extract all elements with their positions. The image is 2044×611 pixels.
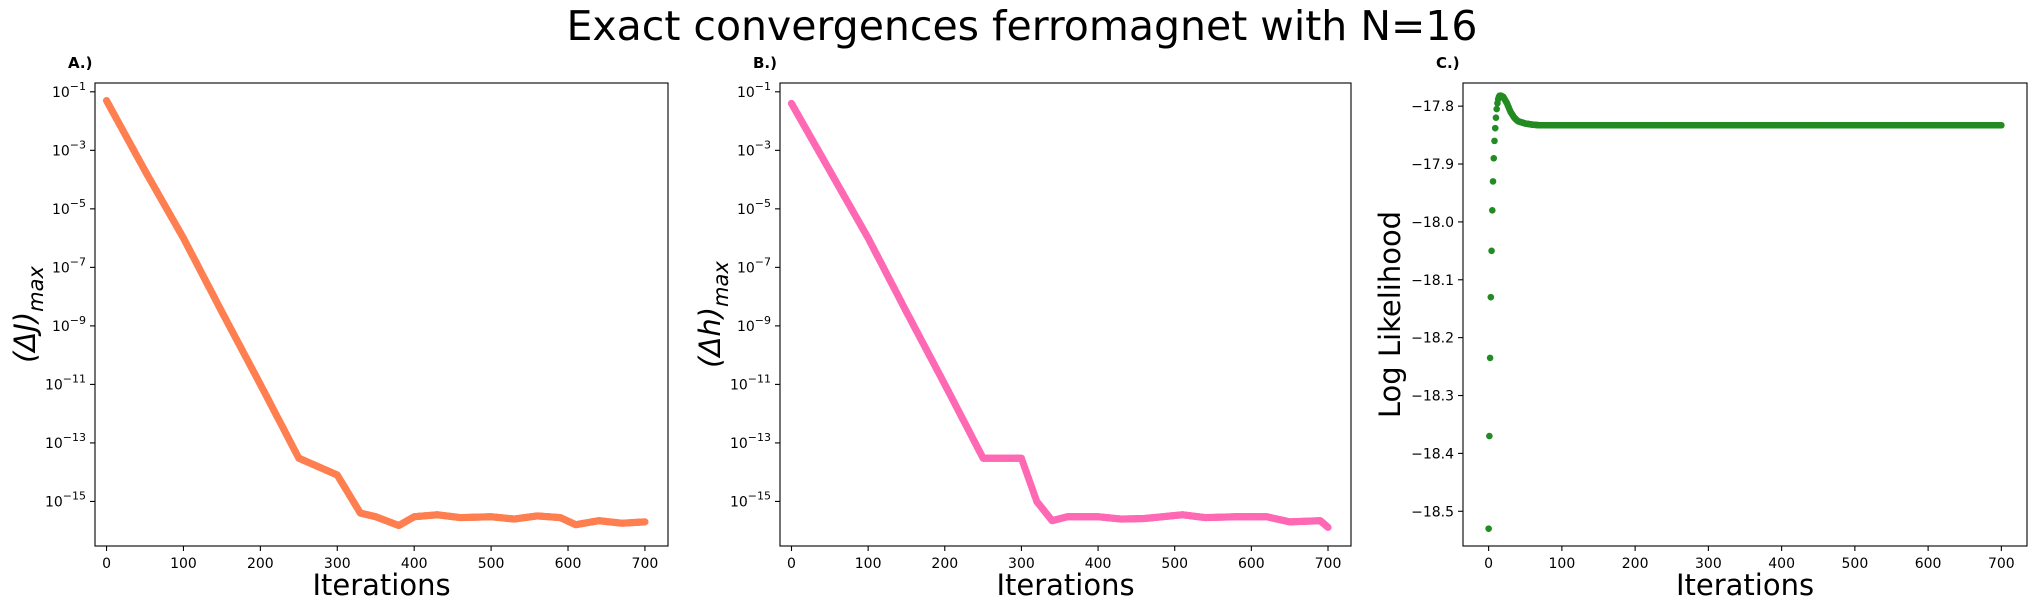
data-point [1490, 154, 1498, 162]
x-tick-label: 700 [632, 556, 659, 572]
data-series [102, 97, 649, 530]
y-tick-label: 10−7 [52, 255, 86, 276]
axes-frame [779, 82, 1352, 547]
y-tick-label: −18.3 [1411, 389, 1454, 405]
x-tick-label: 500 [1161, 556, 1188, 572]
x-tick-label: 200 [247, 556, 274, 572]
axes-frame [94, 82, 669, 547]
panel-b: B.) 0 100 200 300 400 500 600 700 10−1 10−3 10−5 10−… [693, 54, 1352, 602]
panel-label: B.) [753, 54, 777, 72]
x-tick-label: 400 [1768, 556, 1795, 572]
y-axis-label: (ΔJ)max [8, 266, 48, 363]
y-tick-label: −18.5 [1411, 504, 1454, 520]
data-point [1493, 105, 1500, 113]
y-tick-label: −17.9 [1411, 157, 1454, 173]
y-axis-label: Log Likelihood [1373, 211, 1407, 418]
x-tick-label: 600 [1915, 556, 1942, 572]
x-tick-label: 600 [1238, 556, 1265, 572]
y-tick-label: 10−7 [737, 255, 771, 276]
y-tick-label: 10−5 [737, 197, 771, 218]
x-tick-label: 100 [855, 556, 882, 572]
data-point [1998, 121, 2005, 129]
panel-label: C.) [1436, 54, 1460, 72]
x-tick-label: 400 [401, 556, 428, 572]
x-tick-label: 200 [931, 556, 958, 572]
y-tick-label: 10−15 [730, 489, 771, 510]
axes-frame [1462, 82, 2028, 547]
y-tick-label: 10−9 [737, 314, 771, 335]
x-tick-label: 500 [1842, 556, 1869, 572]
x-tick-label: 0 [102, 556, 111, 572]
x-tick-label: 700 [1315, 556, 1342, 572]
x-tick-label: 100 [1549, 556, 1576, 572]
y-tick-label: 10−3 [737, 138, 771, 159]
x-tick-label: 600 [555, 556, 582, 572]
data-point [1486, 354, 1494, 362]
x-tick-label: 300 [324, 556, 351, 572]
data-point [1489, 178, 1497, 185]
y-tick-label: 10−5 [52, 197, 86, 218]
x-axis-label: Iterations [1676, 568, 1814, 602]
x-tick-label: 300 [1695, 556, 1722, 572]
x-axis-label: Iterations [996, 568, 1134, 602]
y-tick-label: −18.2 [1411, 331, 1454, 347]
y-tick-label: 10−9 [52, 314, 86, 335]
x-tick-label: 500 [478, 556, 505, 572]
y-axis-label: (Δh)max [693, 261, 733, 368]
data-point [1487, 293, 1495, 301]
x-tick-label: 400 [1085, 556, 1112, 572]
data-series [1485, 92, 2005, 532]
y-tick-label: −18.0 [1411, 215, 1454, 231]
y-tick-label: 10−3 [52, 138, 86, 159]
data-point [1489, 207, 1496, 214]
y-tick-label: 10−13 [45, 431, 86, 452]
y-tick-label: 10−15 [45, 489, 86, 510]
x-tick-label: 0 [787, 556, 796, 572]
y-tick-label: 10−11 [45, 372, 86, 393]
panel-label: A.) [68, 54, 92, 72]
data-point [641, 518, 649, 526]
y-tick-label: −17.8 [1411, 99, 1454, 115]
x-tick-label: 300 [1008, 556, 1035, 572]
panel-c: C.) 0 100 200 300 400 500 600 700 −17.8 −17.9 −18.0… [1373, 54, 2028, 602]
data-point [1486, 432, 1493, 440]
y-tick-label: 10−1 [52, 80, 86, 101]
data-point [1491, 124, 1499, 132]
data-point [1491, 137, 1498, 145]
data-point [1485, 525, 1492, 532]
y-tick-label: −18.1 [1411, 273, 1454, 289]
y-tick-label: 10−11 [730, 372, 771, 393]
x-axis-label: Iterations [312, 568, 450, 602]
y-tick-label: 10−13 [730, 431, 771, 452]
data-point [1488, 247, 1495, 255]
x-tick-label: 0 [1484, 556, 1493, 572]
x-tick-label: 200 [1622, 556, 1649, 572]
figure-title: Exact convergences ferromagnet with N=16 [566, 2, 1477, 50]
data-series [787, 99, 1332, 531]
data-point [1324, 523, 1332, 531]
panel-a: A.) 0 100 200 300 400 500 600 700 10−1 10−3 10−5 10−… [8, 54, 669, 602]
y-tick-label: −18.4 [1411, 446, 1454, 462]
y-tick-label: 10−1 [737, 80, 771, 101]
data-point [1492, 114, 1500, 122]
x-tick-label: 700 [1988, 556, 2015, 572]
x-tick-label: 100 [170, 556, 197, 572]
